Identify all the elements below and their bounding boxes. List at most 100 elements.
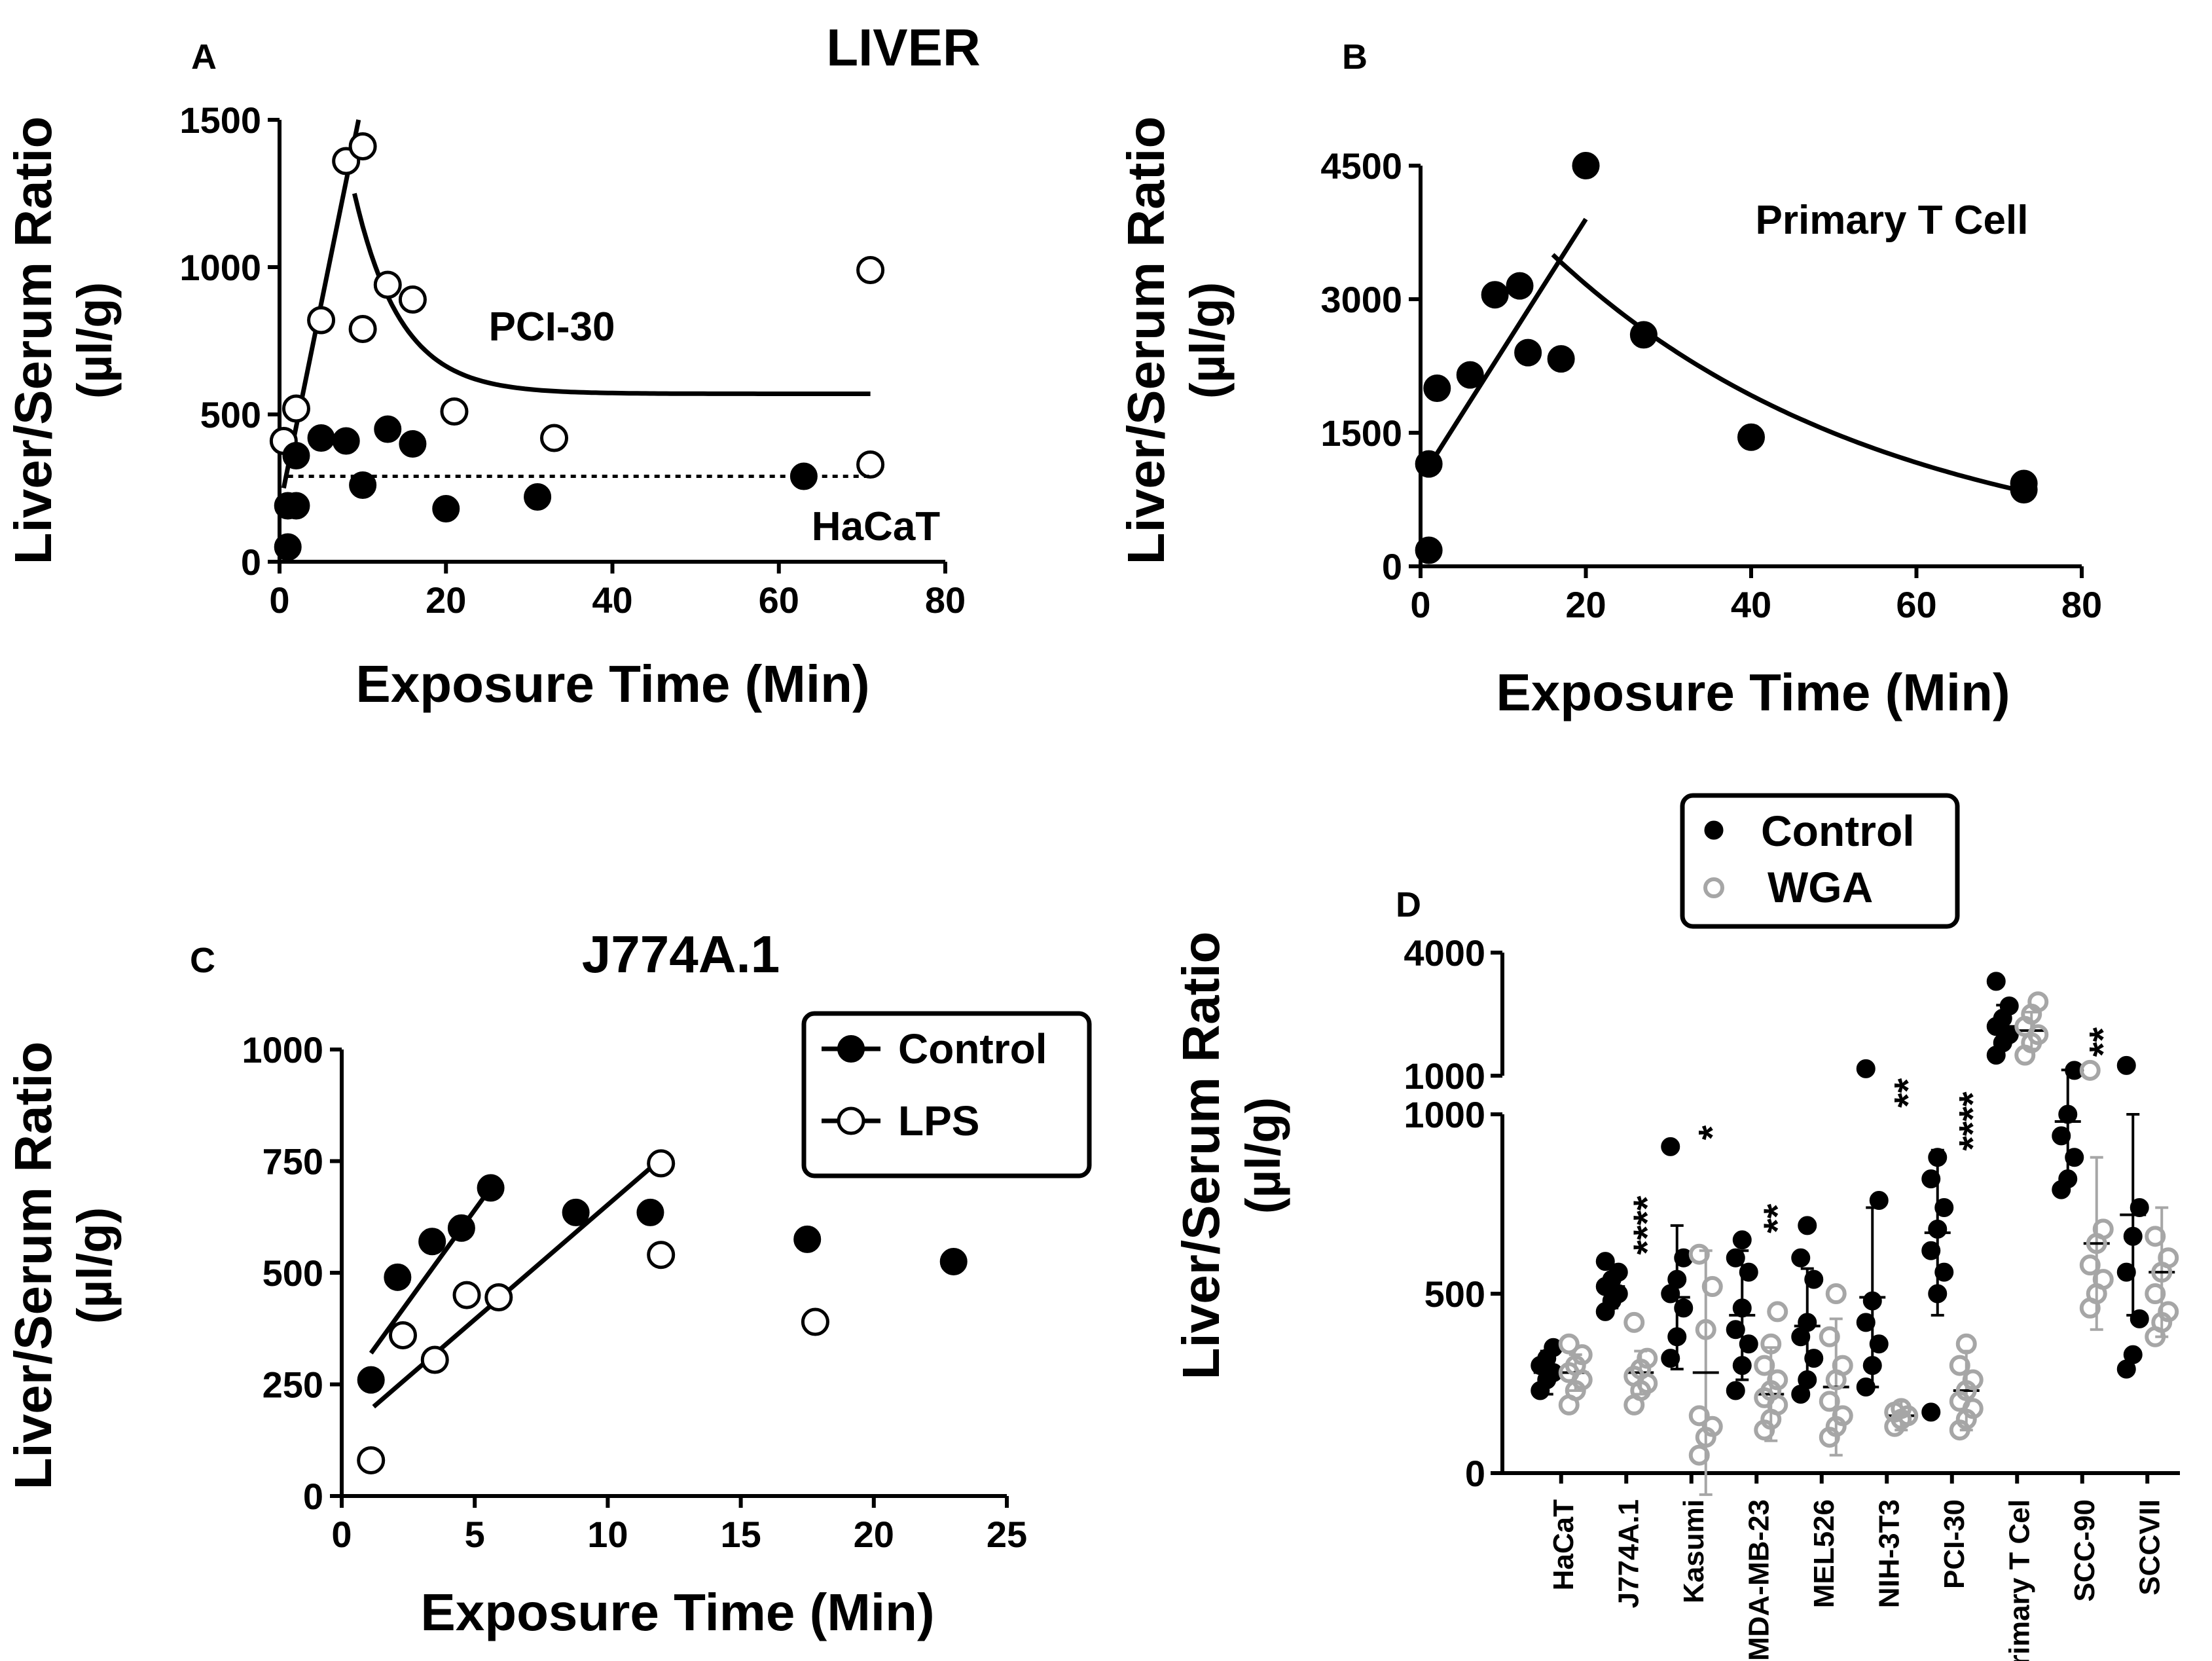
filled-data-point [1547,345,1575,373]
open-data-point [540,424,569,452]
y-tick-label: 0 [1465,1453,1485,1494]
x-tick-label: 20 [854,1514,894,1555]
y-tick-label: 500 [200,394,261,435]
x-tick-label: J774A.1 [1612,1499,1644,1608]
wga-data-point [1825,1283,1847,1304]
open-data-point [440,397,469,426]
chart-title: LIVER [826,18,981,77]
wga-data-point [2027,991,2049,1013]
control-data-point [1661,1349,1680,1368]
legend-marker-lps [837,1106,865,1135]
panel-a: A 0 20 40 60 80 0 500 1000 1500 Exposure Time (Min… [4,18,981,713]
control-data-point [1732,1230,1752,1250]
y-tick-label: 750 [263,1141,323,1182]
filled-data-point [477,1174,505,1202]
filled-data-point [399,430,427,458]
y-tick-label: 1500 [1320,412,1402,454]
control-data-point [2065,1148,2084,1167]
filled-data-point [1415,536,1443,564]
control-data-point [1862,1291,1882,1311]
filled-data-point [307,424,335,452]
y-tick-label: 250 [263,1364,323,1406]
legend-box [801,1011,1092,1178]
y-axis-unit: (µl/g) [1180,282,1235,399]
x-tick-label: PCI-30 [1938,1499,1970,1589]
y-axis-unit: (µl/g) [67,282,122,399]
y-tick-label: 500 [1424,1273,1485,1315]
open-data-point [856,450,885,479]
open-data-point [388,1321,417,1349]
x-tick-label: 80 [2061,584,2102,625]
y-tick-label: 3000 [1320,279,1402,320]
control-data-point [1921,1402,1941,1422]
control-data-point [1798,1370,1817,1390]
control-data-point [2058,1104,2078,1124]
wga-data-point [1623,1311,1645,1333]
wga-data-point [1754,1355,1775,1376]
open-data-point [281,394,310,423]
legend-marker-control [837,1035,865,1063]
y-tick-label: 0 [1382,546,1402,587]
x-tick-label: SCC-90 [2069,1499,2101,1602]
control-data-point [2123,1226,2143,1246]
x-tick-label: 20 [1565,584,1606,625]
filled-data-point [332,427,360,455]
legend-marker-control [1704,820,1724,840]
control-data-point [1986,972,2006,991]
control-data-point [1928,1148,1948,1167]
x-axis-label: Exposure Time (Min) [420,1583,934,1641]
x-tick-label: 10 [587,1514,628,1555]
x-tick-label: 60 [759,579,799,621]
wga-data-point [1688,1444,1710,1466]
filled-data-point [374,415,402,443]
filled-data-point [636,1198,664,1226]
control-data-point [1726,1381,1745,1400]
filled-data-point [282,442,310,469]
filled-data-point [384,1263,412,1291]
control-data-point [1667,1327,1687,1347]
open-data-point [398,285,427,314]
control-data-point [1726,1248,1745,1268]
control-data-point [1739,1262,1758,1282]
filled-data-point [349,471,377,499]
filled-data-point [793,1225,822,1253]
filled-data-point [432,495,460,522]
open-data-point [348,315,377,343]
x-tick-label: Primary T Cel [2003,1499,2035,1661]
wga-data-point [2145,1226,2166,1247]
control-data-point [2058,1169,2078,1189]
open-data-point [452,1281,481,1309]
legend-label-control: Control [898,1025,1047,1072]
control-data-point [1934,1262,1954,1282]
filled-data-point [562,1198,590,1226]
fit-line-lps [372,1157,662,1409]
wga-data-point [1767,1301,1788,1323]
y-tick-label: 0 [241,541,261,583]
filled-data-point [1456,361,1484,389]
annotation-hacat: HaCaT [812,504,941,549]
filled-data-point [274,533,302,561]
filled-data-point [1629,321,1658,349]
control-data-point [1798,1216,1817,1235]
wga-data-point [1760,1333,1782,1355]
annotation-primary-t-cell: Primary T Cell [1756,198,2029,243]
y-tick-label: 4000 [1404,932,1485,974]
filled-data-point [524,483,552,511]
control-data-point [1869,1334,1889,1354]
x-tick-label: Kasumi [1678,1499,1710,1603]
filled-data-point [447,1214,475,1242]
wga-data-point [1767,1369,1788,1391]
x-tick-label: MDA-MB-23 [1743,1499,1775,1661]
filled-data-point [357,1366,385,1394]
wga-data-point [1688,1243,1710,1265]
legend-label-control: Control [1761,807,1915,855]
open-data-point [647,1241,676,1269]
x-tick-label: 40 [1731,584,1771,625]
fit-curve-decay [352,192,871,396]
control-data-point [1921,1241,1941,1260]
control-data-point [1595,1252,1615,1271]
panel-letter-b: B [1342,37,1368,77]
panel-letter-c: C [190,941,215,980]
legend: Control LPS [801,1011,1092,1178]
